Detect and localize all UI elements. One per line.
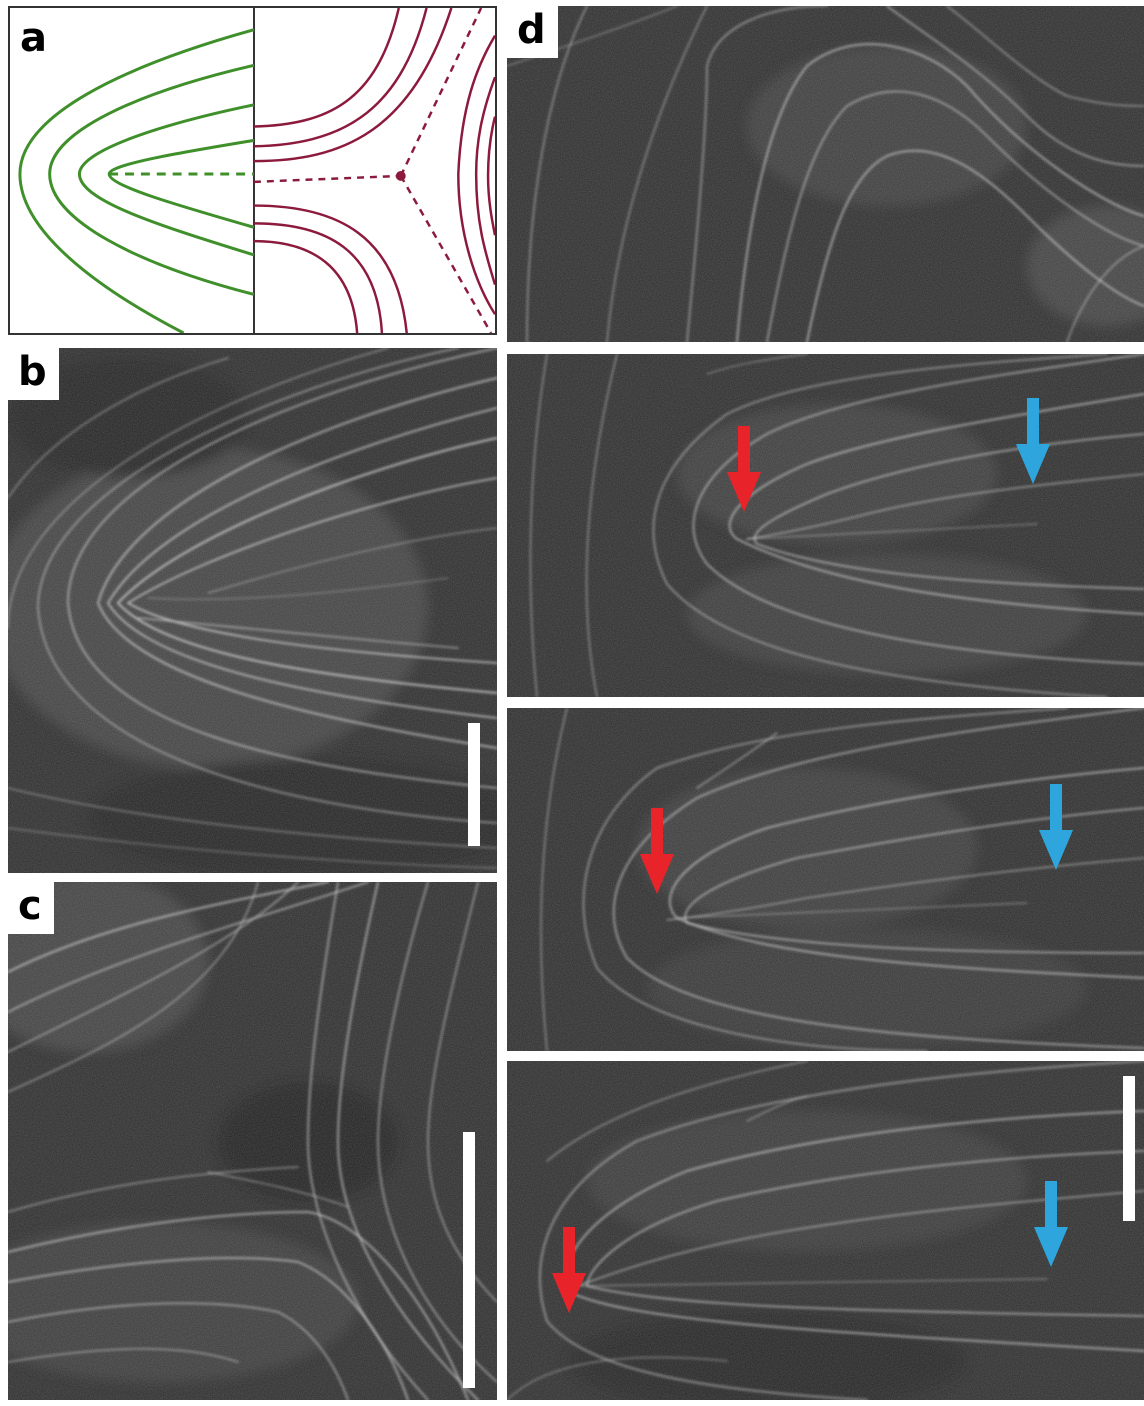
scale-bar-b	[468, 723, 480, 846]
panel-d-frame-3	[507, 708, 1144, 1051]
micrograph-b	[8, 348, 497, 873]
panel-label-d: d	[507, 6, 558, 58]
panel-d-frame-1: d	[507, 6, 1144, 342]
red-arrow-icon	[552, 1227, 586, 1313]
defect-schematic	[18, 8, 495, 333]
panel-label-b: b	[8, 348, 59, 400]
micrograph-d4	[507, 1061, 1144, 1400]
blue-arrow-icon	[1039, 784, 1073, 870]
scale-bar-d	[1123, 1076, 1135, 1221]
panel-d-frame-2	[507, 354, 1144, 697]
red-arrow-icon	[727, 426, 761, 512]
panel-b: b	[8, 348, 497, 873]
panel-label-a: a	[10, 8, 59, 66]
blue-arrow-icon	[1016, 398, 1050, 484]
blue-arrow-icon	[1034, 1181, 1068, 1267]
panel-a: a	[8, 6, 497, 335]
panel-label-c: c	[8, 882, 54, 934]
scale-bar-c	[463, 1132, 475, 1388]
trefoil-defect-lines	[253, 8, 495, 333]
micrograph-d3	[507, 708, 1144, 1051]
panel-d-frame-4	[507, 1061, 1144, 1400]
panel-c: c	[8, 882, 497, 1400]
micrograph-c	[8, 882, 497, 1400]
bend-defect-lines	[18, 28, 255, 333]
red-arrow-icon	[640, 808, 674, 894]
micrograph-d1	[507, 6, 1144, 342]
